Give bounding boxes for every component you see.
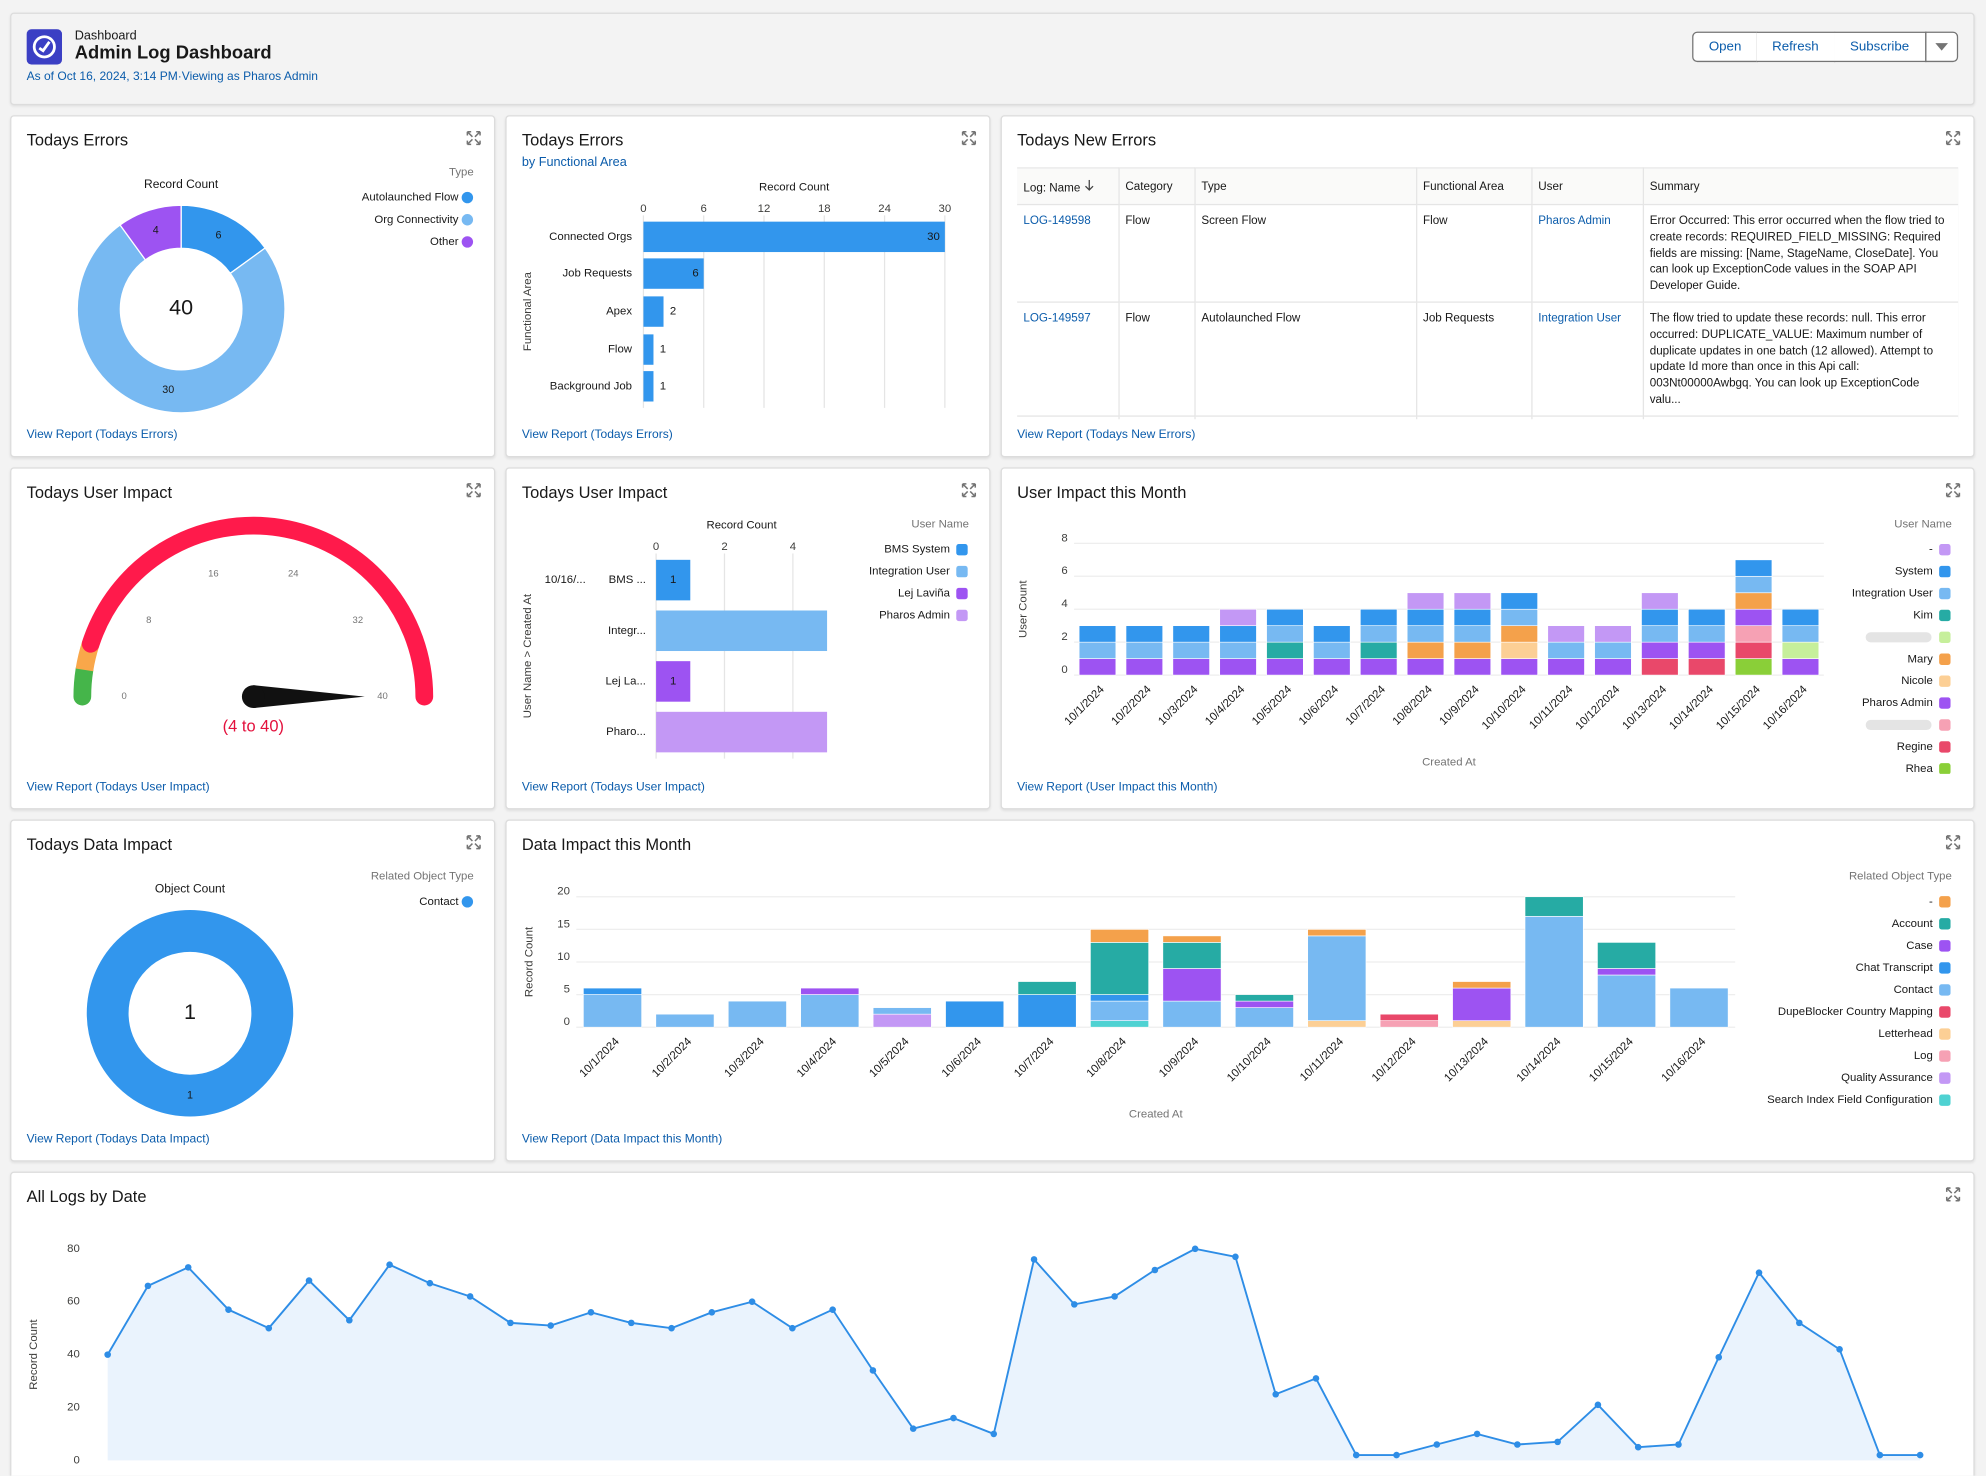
dashboard-title: Admin Log Dashboard <box>74 43 272 64</box>
expand-icon[interactable] <box>466 130 481 146</box>
table-cell: Job Requests <box>1416 415 1532 420</box>
panel-title: All Logs by Date <box>26 1186 147 1206</box>
panel-subtitle: by Functional Area <box>521 155 627 170</box>
view-report-link[interactable]: View Report (Todays Errors) <box>521 428 673 443</box>
table-cell: Screen Flow <box>1194 204 1417 303</box>
expand[interactable] <box>961 481 977 504</box>
expand[interactable] <box>1945 129 1961 152</box>
expand-icon[interactable] <box>1945 835 1961 850</box>
errors-table: Log: Name Category Type Functional Area Use… <box>1017 167 1959 420</box>
expand[interactable] <box>1945 481 1961 504</box>
app-icon <box>26 29 63 65</box>
column-header: Functional Area <box>1416 167 1532 206</box>
column-header: User <box>1531 167 1644 206</box>
table-cell: Flow <box>1118 302 1196 417</box>
sort-arrow[interactable] <box>1084 179 1094 191</box>
panel-title: Todays Errors <box>521 130 624 150</box>
table-cell: Flow <box>1118 415 1196 420</box>
panel-title: Todays Data Impact <box>26 834 173 854</box>
view-report-link[interactable]: View Report (User Impact this Month) <box>1017 780 1218 795</box>
subscribe-button[interactable]: Subscribe <box>1834 31 1927 63</box>
view-report-link[interactable]: View Report (Todays Data Impact) <box>26 1132 210 1147</box>
view-report-link[interactable]: View Report (Todays New Errors) <box>1017 428 1196 443</box>
table-cell: The flow tried to update these records: … <box>1642 302 1959 417</box>
status-line: As of Oct 16, 2024, 3:14 PM·Viewing as P… <box>26 69 318 84</box>
table-cell: Integration User <box>1531 302 1644 417</box>
expand-icon[interactable] <box>1945 1187 1961 1202</box>
expand-icon[interactable] <box>961 130 977 146</box>
table-cell: Integration User <box>1531 415 1644 420</box>
table-cell: Job Requests <box>1416 302 1532 417</box>
expand-icon[interactable] <box>1945 483 1961 498</box>
table-row: LOG-149598 Flow Screen Flow Flow Pharos Admi… <box>1017 204 1959 303</box>
more-button[interactable] <box>1925 31 1959 63</box>
expand-icon[interactable] <box>466 835 481 850</box>
panel-title: Todays User Impact <box>26 482 173 502</box>
table-cell: Flow <box>1118 204 1196 303</box>
column-header: Log: Name <box>1017 167 1120 206</box>
view-report-link[interactable]: View Report (Todays User Impact) <box>521 780 705 795</box>
chart-panel: Todays Errors by Functional Area View Repo… <box>505 115 991 458</box>
view-report-link[interactable]: View Report (Todays Errors) <box>26 428 178 443</box>
table-cell: LOG-149597 <box>1017 302 1120 417</box>
chart-panel: Data Impact this Month View Report (Data … <box>505 819 1975 1162</box>
chart-panel: Todays User Impact View Report (Todays Us… <box>505 467 991 810</box>
expand[interactable] <box>1945 1186 1961 1209</box>
column-header: Category <box>1118 167 1196 206</box>
dropdown-arrow <box>1935 43 1949 51</box>
chart-panel: Todays Errors View Report (Todays Errors) <box>10 115 496 458</box>
table-cell: Error Occurred: This error occurred when… <box>1642 204 1959 303</box>
table-cell: Autolaunched Flow <box>1194 415 1417 420</box>
panel-title: Todays New Errors <box>1017 130 1157 150</box>
expand-icon[interactable] <box>961 483 977 498</box>
expand[interactable] <box>466 129 481 152</box>
panel-title: Todays User Impact <box>521 482 668 502</box>
panel-title: User Impact this Month <box>1017 482 1187 502</box>
chart-panel: User Impact this Month View Report (User … <box>1000 467 1975 810</box>
expand-icon[interactable] <box>466 483 481 498</box>
expand[interactable] <box>1945 833 1961 856</box>
table-row: LOG-149597 Flow Autolaunched Flow Job Reque… <box>1017 302 1959 417</box>
chart-panel: All Logs by Date <box>10 1171 1975 1476</box>
open-button[interactable]: Open <box>1692 31 1759 63</box>
panel-title: Data Impact this Month <box>521 834 692 854</box>
table-cell: LOG-149596 <box>1017 415 1120 420</box>
expand-icon[interactable] <box>1945 130 1961 146</box>
column-header: Summary <box>1642 167 1959 206</box>
chart-panel: Todays Data Impact View Report (Todays Da… <box>10 819 496 1162</box>
view-report-link[interactable]: View Report (Data Impact this Month) <box>521 1132 723 1147</box>
column-header: Type <box>1194 167 1417 206</box>
breadcrumb: Dashboard <box>74 29 137 44</box>
expand[interactable] <box>961 129 977 152</box>
expand[interactable] <box>466 481 481 504</box>
panel-title: Todays Errors <box>26 130 129 150</box>
header: Dashboard Admin Log Dashboard As of Oct … <box>10 12 1975 106</box>
refresh-button[interactable]: Refresh <box>1756 31 1836 63</box>
table-cell: The flow tried to update these records: … <box>1642 415 1959 420</box>
expand[interactable] <box>466 833 481 856</box>
table-scroll: Log: Name Category Type Functional Area Use… <box>1017 167 1959 420</box>
table-cell: Autolaunched Flow <box>1194 302 1417 417</box>
view-report-link[interactable]: View Report (Todays User Impact) <box>26 780 210 795</box>
chart-panel: Todays User Impact View Report (Todays Us… <box>10 467 496 810</box>
table-cell: LOG-149598 <box>1017 204 1120 303</box>
table-panel: Todays New Errors Log: Name Category Type… <box>1000 115 1975 458</box>
table-cell: Pharos Admin <box>1531 204 1644 303</box>
table-cell: Flow <box>1416 204 1532 303</box>
